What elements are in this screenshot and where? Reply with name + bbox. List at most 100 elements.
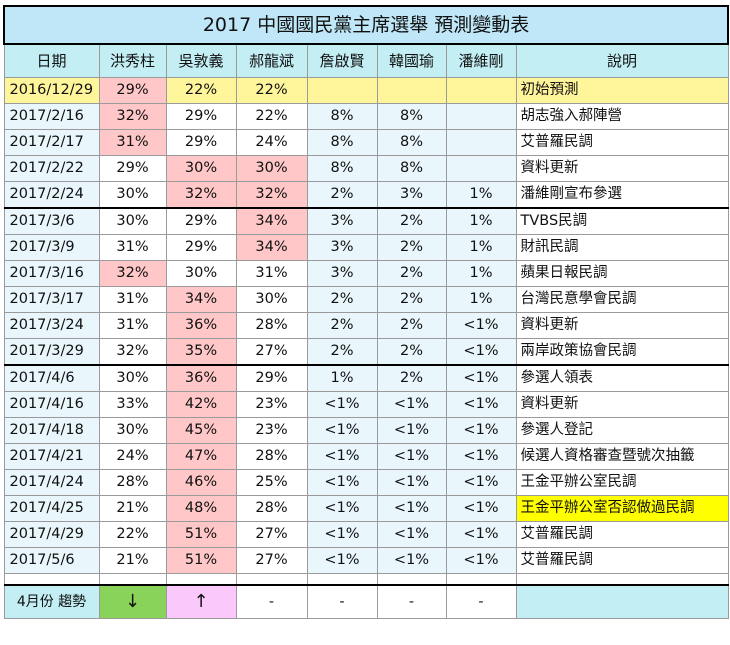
header-hau-lung-pin[interactable]: 郝龍斌 [235, 43, 308, 78]
cell-chan-chi-hsien[interactable]: <1% [306, 391, 378, 418]
cell-chan-chi-hsien[interactable]: 3% [306, 207, 378, 235]
cell-hung-hsiu-chu[interactable]: 21% [98, 547, 167, 574]
cell-hung-hsiu-chu[interactable]: 31% [98, 129, 167, 156]
cell-date[interactable]: 2017/4/24 [3, 469, 100, 496]
cell-wu-den-yih[interactable]: 35% [165, 338, 237, 366]
cell-hung-hsiu-chu[interactable]: 32% [98, 103, 167, 130]
cell-hau-lung-pin[interactable]: 22% [235, 103, 308, 130]
cell-chan-chi-hsien[interactable]: 3% [306, 234, 378, 261]
cell-pan-wei-kang[interactable]: <1% [445, 547, 517, 574]
cell-note[interactable]: 參選人領表 [515, 364, 729, 392]
trend-cell[interactable]: - [306, 584, 378, 619]
cell-hung-hsiu-chu[interactable]: 30% [98, 181, 167, 209]
cell-hau-lung-pin[interactable]: 34% [235, 207, 308, 235]
cell-date[interactable]: 2016/12/29 [3, 77, 100, 104]
cell-hung-hsiu-chu[interactable]: 30% [98, 207, 167, 235]
cell-hung-hsiu-chu[interactable]: 32% [98, 338, 167, 366]
cell-date[interactable]: 2017/4/29 [3, 521, 100, 548]
cell-wu-den-yih[interactable]: 45% [165, 417, 237, 444]
cell-pan-wei-kang[interactable]: <1% [445, 443, 517, 470]
cell-pan-wei-kang[interactable] [445, 155, 517, 182]
cell-han-kuo-yu[interactable]: 2% [376, 234, 447, 261]
header-note[interactable]: 說明 [515, 43, 729, 78]
cell-hau-lung-pin[interactable]: 29% [235, 364, 308, 392]
cell-han-kuo-yu[interactable]: 3% [376, 181, 447, 209]
cell-chan-chi-hsien[interactable]: 2% [306, 286, 378, 313]
trend-cell[interactable]: - [235, 584, 308, 619]
cell-date[interactable]: 2017/2/22 [3, 155, 100, 182]
cell-hau-lung-pin[interactable]: 32% [235, 181, 308, 209]
cell-hau-lung-pin[interactable]: 24% [235, 129, 308, 156]
cell-chan-chi-hsien[interactable]: 2% [306, 312, 378, 339]
cell-wu-den-yih[interactable]: 22% [165, 77, 237, 104]
cell-note[interactable]: 台灣民意學會民調 [515, 286, 729, 313]
cell-pan-wei-kang[interactable] [445, 77, 517, 104]
cell-chan-chi-hsien[interactable]: <1% [306, 547, 378, 574]
cell-note[interactable]: 初始預測 [515, 77, 729, 104]
cell-date[interactable]: 2017/5/6 [3, 547, 100, 574]
cell-pan-wei-kang[interactable] [445, 103, 517, 130]
cell-han-kuo-yu[interactable]: <1% [376, 469, 447, 496]
cell-date[interactable]: 2017/3/24 [3, 312, 100, 339]
cell-wu-den-yih[interactable]: 30% [165, 155, 237, 182]
cell-chan-chi-hsien[interactable]: <1% [306, 443, 378, 470]
trend-note[interactable] [515, 584, 729, 619]
cell-note[interactable]: 蘋果日報民調 [515, 260, 729, 287]
cell-note[interactable]: TVBS民調 [515, 207, 729, 235]
cell-pan-wei-kang[interactable]: <1% [445, 338, 517, 366]
cell-hau-lung-pin[interactable]: 27% [235, 338, 308, 366]
cell-han-kuo-yu[interactable] [376, 77, 447, 104]
cell-wu-den-yih[interactable]: 48% [165, 495, 237, 522]
cell-pan-wei-kang[interactable]: <1% [445, 469, 517, 496]
cell-chan-chi-hsien[interactable]: 1% [306, 364, 378, 392]
cell-date[interactable]: 2017/3/29 [3, 338, 100, 366]
cell-note[interactable]: 候選人資格審查暨號次抽籤 [515, 443, 729, 470]
cell-han-kuo-yu[interactable]: <1% [376, 495, 447, 522]
header-wu-den-yih[interactable]: 吳敦義 [165, 43, 237, 78]
cell-note[interactable]: 兩岸政策協會民調 [515, 338, 729, 366]
cell-hung-hsiu-chu[interactable]: 31% [98, 312, 167, 339]
cell-date[interactable]: 2017/3/16 [3, 260, 100, 287]
cell-note[interactable]: 資料更新 [515, 155, 729, 182]
cell-wu-den-yih[interactable]: 51% [165, 547, 237, 574]
cell-chan-chi-hsien[interactable]: 2% [306, 181, 378, 209]
cell-note[interactable]: 資料更新 [515, 391, 729, 418]
cell-chan-chi-hsien[interactable]: 2% [306, 338, 378, 366]
cell-hung-hsiu-chu[interactable]: 30% [98, 364, 167, 392]
cell-wu-den-yih[interactable]: 36% [165, 364, 237, 392]
cell-note[interactable]: 資料更新 [515, 312, 729, 339]
cell-hung-hsiu-chu[interactable]: 33% [98, 391, 167, 418]
cell-pan-wei-kang[interactable]: 1% [445, 234, 517, 261]
cell-han-kuo-yu[interactable]: 2% [376, 364, 447, 392]
cell-chan-chi-hsien[interactable]: 8% [306, 155, 378, 182]
cell-date[interactable]: 2017/3/6 [3, 207, 100, 235]
cell-note[interactable]: 王金平辦公室民調 [515, 469, 729, 496]
cell-pan-wei-kang[interactable]: <1% [445, 417, 517, 444]
cell-date[interactable]: 2017/4/6 [3, 364, 100, 392]
cell-hau-lung-pin[interactable]: 34% [235, 234, 308, 261]
cell-han-kuo-yu[interactable]: 2% [376, 207, 447, 235]
cell-pan-wei-kang[interactable]: <1% [445, 495, 517, 522]
cell-pan-wei-kang[interactable]: <1% [445, 521, 517, 548]
cell-han-kuo-yu[interactable]: 8% [376, 155, 447, 182]
cell-wu-den-yih[interactable]: 29% [165, 207, 237, 235]
cell-wu-den-yih[interactable]: 36% [165, 312, 237, 339]
cell-hau-lung-pin[interactable]: 30% [235, 286, 308, 313]
cell-note[interactable]: 艾普羅民調 [515, 521, 729, 548]
cell-pan-wei-kang[interactable]: 1% [445, 286, 517, 313]
cell-date[interactable]: 2017/4/16 [3, 391, 100, 418]
cell-date[interactable]: 2017/2/16 [3, 103, 100, 130]
cell-hung-hsiu-chu[interactable]: 21% [98, 495, 167, 522]
cell-han-kuo-yu[interactable]: 2% [376, 286, 447, 313]
cell-han-kuo-yu[interactable]: 2% [376, 338, 447, 366]
cell-hung-hsiu-chu[interactable]: 29% [98, 155, 167, 182]
cell-pan-wei-kang[interactable]: <1% [445, 364, 517, 392]
cell-note[interactable]: 財訊民調 [515, 234, 729, 261]
cell-wu-den-yih[interactable]: 34% [165, 286, 237, 313]
cell-hau-lung-pin[interactable]: 28% [235, 495, 308, 522]
cell-wu-den-yih[interactable]: 51% [165, 521, 237, 548]
cell-chan-chi-hsien[interactable]: 8% [306, 129, 378, 156]
cell-note[interactable]: 胡志強入郝陣營 [515, 103, 729, 130]
cell-chan-chi-hsien[interactable] [306, 77, 378, 104]
cell-date[interactable]: 2017/3/9 [3, 234, 100, 261]
